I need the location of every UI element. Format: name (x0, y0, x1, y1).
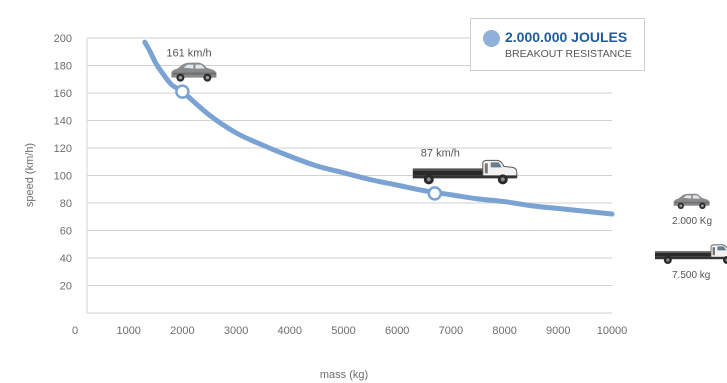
truck-icon (654, 244, 727, 265)
car-icon (673, 193, 710, 209)
y-tick-label: 200 (54, 33, 72, 45)
y-tick-label: 180 (54, 61, 72, 73)
data-points: 161 km/h 87 km/h (166, 48, 518, 201)
data-point-marker (175, 84, 190, 99)
x-tick-label: 1000 (116, 325, 140, 337)
series-line-2000000-joules (142, 39, 615, 217)
y-tick-label: 100 (54, 171, 72, 183)
y-tick-labels: 20 40 60 80 100 120 140 160 180 200 (54, 33, 72, 293)
x-tick-label: 0 (72, 325, 78, 337)
y-axis-title: speed (km/h) (24, 143, 36, 207)
x-tick-labels: 0 1000 2000 3000 4000 5000 6000 7000 8000 9000 100… (72, 325, 627, 337)
x-tick-label: 3000 (224, 325, 248, 337)
x-tick-label: 5000 (331, 325, 355, 337)
legend-series-subtitle: BREAKOUT RESISTANCE (505, 48, 632, 60)
x-tick-label: 9000 (546, 325, 570, 337)
x-tick-label: 10000 (597, 325, 628, 337)
y-tick-label: 60 (60, 226, 72, 238)
x-tick-label: 8000 (492, 325, 516, 337)
series-legend: 2.000.000 JOULES BREAKOUT RESISTANCE (470, 18, 645, 71)
y-tick-label: 120 (54, 143, 72, 155)
truck-icon (412, 159, 518, 185)
y-tick-label: 140 (54, 116, 72, 128)
x-tick-label: 4000 (278, 325, 302, 337)
legend-swatch-icon (483, 30, 500, 47)
vehicle-weight-label: 7.500 kg (672, 270, 710, 281)
point-label: 87 km/h (421, 147, 460, 159)
x-tick-label: 2000 (170, 325, 194, 337)
x-tick-label: 6000 (385, 325, 409, 337)
data-point-marker (427, 186, 443, 201)
y-tick-label: 80 (60, 198, 72, 210)
y-tick-label: 20 (60, 281, 72, 293)
y-tick-label: 160 (54, 88, 72, 100)
vehicle-weight-legend: 2.000 Kg 7.500 kg (654, 193, 727, 281)
vehicle-weight-label: 2.000 Kg (672, 216, 712, 227)
x-axis-title: mass (kg) (320, 369, 368, 381)
point-label: 161 km/h (166, 48, 211, 60)
x-tick-label: 7000 (439, 325, 463, 337)
y-tick-label: 40 (60, 253, 72, 265)
legend-series-name: 2.000.000 JOULES (505, 29, 628, 45)
